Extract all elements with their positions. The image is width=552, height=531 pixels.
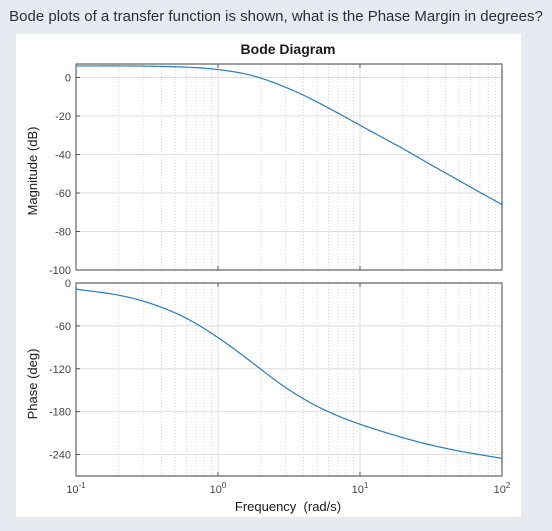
frequency-axis-label: Frequency (rad/s) xyxy=(235,499,341,514)
magnitude-axis-label: Magnitude (dB) xyxy=(25,127,40,216)
chart-title: Bode Diagram xyxy=(241,41,336,57)
y-tick-label: -60 xyxy=(55,321,71,333)
magnitude-curve xyxy=(75,65,503,206)
y-tick-label: -40 xyxy=(55,149,71,161)
y-tick-label: -180 xyxy=(49,407,71,419)
bode-figure: Bode Diagram 0 -20 -40 -60 -80 -100 0 -60 -120-… xyxy=(16,34,521,517)
y-tick-label: -100 xyxy=(49,265,71,277)
axes-box xyxy=(75,282,503,477)
x-tick-label: 10-1 xyxy=(66,481,86,496)
y-tick-label: -240 xyxy=(49,450,71,462)
question-text: Bode plots of a transfer function is sho… xyxy=(9,8,543,25)
magnitude-panel: 0 -20 -40 -60 -80 -100 xyxy=(49,63,503,277)
y-tick-label: -120 xyxy=(49,364,71,376)
phase-axis-label: Phase (deg) xyxy=(25,349,40,420)
y-tick-label: -20 xyxy=(55,111,71,123)
x-tick-label: 101 xyxy=(352,481,369,496)
phase-curve xyxy=(75,288,503,460)
x-tick-exponent: 0 xyxy=(222,481,227,490)
x-tick-label: 102 xyxy=(494,481,511,496)
x-tick-base: 10 xyxy=(494,484,506,496)
x-tick-exponent: 2 xyxy=(506,481,511,490)
phase-panel: 0 -60 -120 -180 -240 xyxy=(49,278,503,477)
x-tick-exponent: 1 xyxy=(364,481,369,490)
y-tick-label: -80 xyxy=(55,226,71,238)
y-tick-label: -60 xyxy=(55,188,71,200)
x-tick-base: 10 xyxy=(66,484,78,496)
y-tick-label: 0 xyxy=(65,278,71,290)
x-tick-label: 100 xyxy=(210,481,227,496)
x-tick-base: 10 xyxy=(352,484,364,496)
x-tick-exponent: -1 xyxy=(79,481,87,490)
axes-box xyxy=(75,63,503,271)
bode-chart: Bode Diagram 0-20-40-60-80-100 0-60-120-… xyxy=(25,41,511,514)
x-tick-base: 10 xyxy=(210,484,222,496)
y-tick-label: 0 xyxy=(65,72,71,84)
